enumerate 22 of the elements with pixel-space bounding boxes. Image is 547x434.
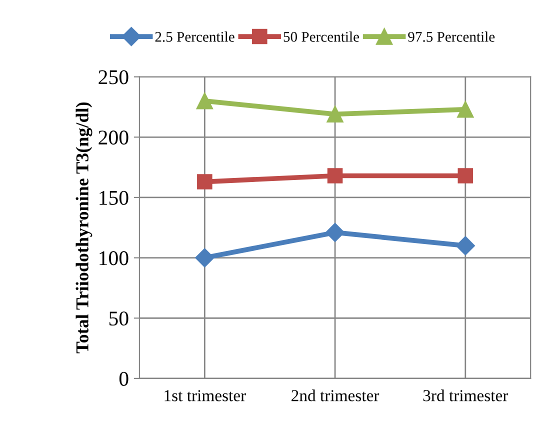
y-tick-label: 150 [100,190,128,205]
y-tick-label: 50 [109,311,128,326]
y-axis-title: Total Triiodothyronine T3(ng/dl) [76,102,92,354]
point [456,236,475,256]
point [457,101,474,118]
point [458,168,474,184]
point [197,174,212,190]
point [326,222,345,242]
point [327,168,343,184]
legend-label: 97.5 Percentile [408,32,495,42]
x-tick-label: 1st trimester [164,390,246,402]
y-tick-label: 250 [98,70,128,84]
y-tick-label: 200 [98,130,128,145]
x-tick-label: 3rd trimester [423,390,508,402]
y-tick-label: 100 [100,251,128,266]
legend-label: 2.5 Percentile [155,32,234,42]
legend-label: 50 Percentile [284,32,360,42]
point [326,106,344,123]
point [196,92,214,110]
point [195,248,214,268]
x-tick-label: 2nd trimester [292,390,380,402]
y-tick-label: 0 [119,372,128,386]
